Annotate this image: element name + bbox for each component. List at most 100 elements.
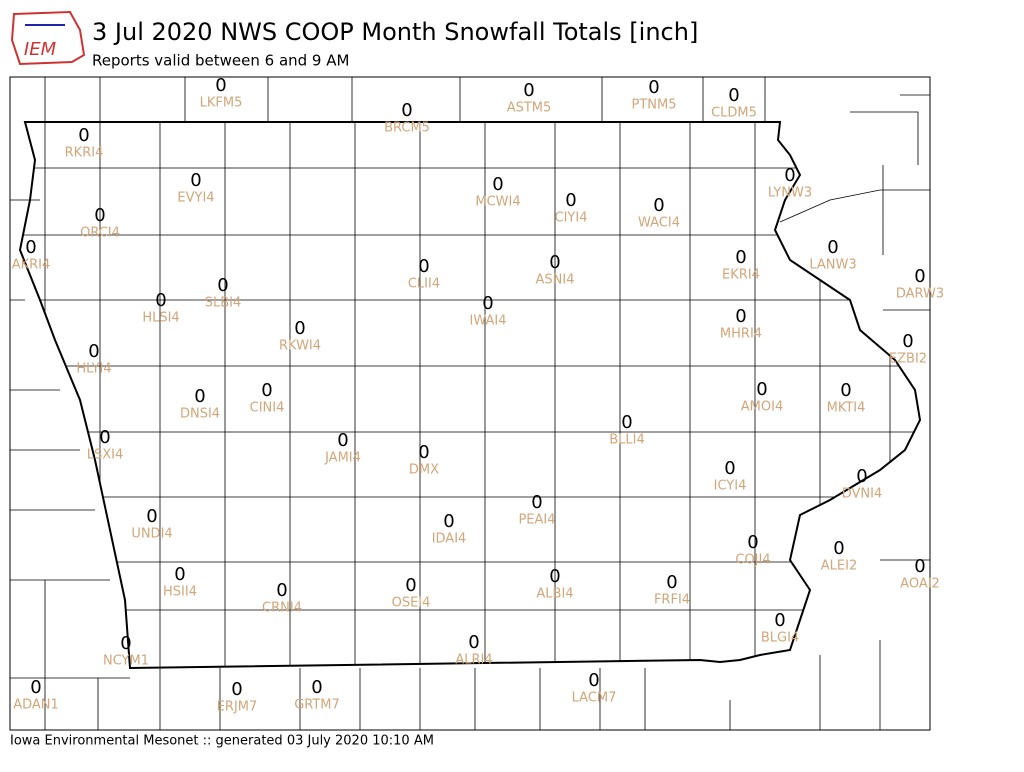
station-value: 0	[418, 442, 429, 463]
station-value: 0	[337, 430, 348, 451]
station-value: 0	[856, 466, 867, 487]
station-id: ERJM7	[217, 700, 258, 715]
station-id: DVNI4	[842, 487, 883, 502]
station-id: PTNM5	[632, 98, 677, 113]
station-id: NCYM1	[103, 654, 149, 669]
station-value: 0	[747, 532, 758, 553]
station-id: CRNI4	[262, 601, 302, 616]
station-id: ALEI2	[821, 559, 857, 574]
station-value: 0	[774, 610, 785, 631]
station-value: 0	[25, 237, 36, 258]
station-value: 0	[311, 677, 322, 698]
station-value: 0	[648, 77, 659, 98]
station-value: 0	[94, 205, 105, 226]
map-frame	[9, 76, 931, 731]
station-value: 0	[653, 195, 664, 216]
station-id: IWAI4	[470, 314, 507, 329]
station-id: EVYI4	[177, 191, 214, 206]
station-value: 0	[215, 75, 226, 96]
station-value: 0	[728, 85, 739, 106]
station-id: LSXI4	[87, 448, 124, 463]
station-id: ADAN1	[13, 698, 59, 713]
station-value: 0	[99, 427, 110, 448]
station-id: FRFI4	[654, 593, 690, 608]
station-id: PEAI4	[518, 513, 555, 528]
station-value: 0	[588, 670, 599, 691]
station-id: CIYI4	[555, 211, 588, 226]
station-value: 0	[401, 100, 412, 121]
station-value: 0	[833, 538, 844, 559]
station-value: 0	[840, 380, 851, 401]
station-value: 0	[276, 580, 287, 601]
station-id: LYNW3	[768, 186, 812, 201]
station-value: 0	[418, 256, 429, 277]
station-id: CLII4	[408, 277, 440, 292]
station-id: BLGI4	[761, 631, 799, 646]
station-value: 0	[78, 125, 89, 146]
station-id: HLYI4	[76, 362, 111, 377]
station-id: BLLI4	[609, 433, 645, 448]
station-id: ALRI4	[455, 653, 492, 668]
station-value: 0	[523, 80, 534, 101]
station-id: ASTM5	[507, 101, 552, 116]
station-value: 0	[231, 679, 242, 700]
station-value: 0	[482, 293, 493, 314]
station-value: 0	[155, 290, 166, 311]
station-value: 0	[724, 458, 735, 479]
station-id: ASNI4	[536, 273, 575, 288]
station-value: 0	[30, 677, 41, 698]
neighbor-lines	[10, 77, 930, 730]
station-value: 0	[565, 190, 576, 211]
station-id: BRCM5	[384, 121, 430, 136]
station-id: RKWI4	[279, 339, 321, 354]
station-id: MHRI4	[720, 327, 762, 342]
station-value: 0	[88, 341, 99, 362]
station-value: 0	[405, 575, 416, 596]
station-id: ORCI4	[80, 226, 120, 241]
station-id: CINI4	[250, 401, 285, 416]
station-value: 0	[146, 506, 157, 527]
station-id: COJI4	[735, 553, 770, 568]
station-id: OSEI4	[392, 596, 431, 611]
station-id: DARW3	[896, 287, 944, 302]
station-id: SLBI4	[205, 296, 242, 311]
station-id: JAMI4	[324, 451, 361, 466]
station-value: 0	[621, 412, 632, 433]
station-id: MCWI4	[475, 195, 520, 210]
station-value: 0	[756, 379, 767, 400]
station-id: LKFM5	[200, 96, 243, 111]
station-value: 0	[666, 572, 677, 593]
station-value: 0	[914, 556, 925, 577]
subtitle: Reports valid between 6 and 9 AM	[92, 52, 349, 70]
station-value: 0	[784, 165, 795, 186]
station-id: AKRI4	[12, 258, 51, 273]
station-id: ALBI4	[536, 587, 573, 602]
station-id: EKRI4	[722, 268, 760, 283]
station-id: GRTM7	[294, 698, 340, 713]
station-id: LANW3	[809, 258, 856, 273]
station-value: 0	[549, 252, 560, 273]
station-value: 0	[261, 380, 272, 401]
station-value: 0	[531, 492, 542, 513]
title: 3 Jul 2020 NWS COOP Month Snowfall Total…	[92, 18, 698, 46]
station-id: HLSI4	[142, 311, 179, 326]
station-value: 0	[735, 306, 746, 327]
station-value: 0	[174, 564, 185, 585]
station-value: 0	[914, 266, 925, 287]
station-id: CLDM5	[711, 106, 757, 121]
station-value: 0	[902, 331, 913, 352]
station-id: HSII4	[163, 585, 197, 600]
logo-text: IEM	[24, 39, 57, 60]
station-value: 0	[735, 247, 746, 268]
station-id: UNDI4	[131, 527, 172, 542]
station-value: 0	[827, 237, 838, 258]
station-id: IDAI4	[432, 532, 467, 547]
station-id: RKRI4	[65, 146, 104, 161]
station-value: 0	[294, 318, 305, 339]
station-id: MKTI4	[827, 401, 866, 416]
station-id: LACM7	[572, 691, 617, 706]
station-value: 0	[194, 386, 205, 407]
